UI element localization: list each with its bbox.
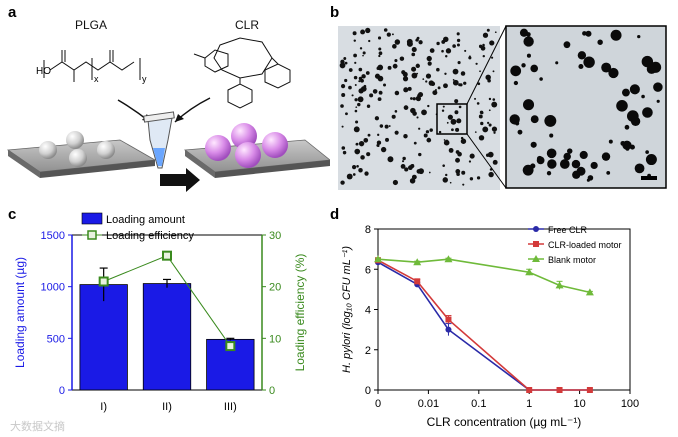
chart-d-point xyxy=(586,387,593,393)
chart-d-point xyxy=(526,387,533,393)
chart-c-ytick-left-label: 1000 xyxy=(41,282,65,294)
watermark: 大数据文摘 xyxy=(10,421,65,433)
chart-d-point xyxy=(445,316,452,323)
chart-c-ytick-right-label: 30 xyxy=(269,230,281,242)
zoom-box xyxy=(436,103,468,135)
chart-d-ylabel: H. pylori (log₁₀ CFU mL⁻¹) xyxy=(341,246,353,373)
chart-c-ylabel-right: Loading efficiency (%) xyxy=(293,254,307,372)
chart-d: 0 2 4 6 8 0 0.01 0.1 1 10 100 Free CLR CLR-loaded mo… xyxy=(341,224,639,429)
chart-d-ytick-label: 2 xyxy=(365,345,371,357)
scale-bar xyxy=(641,176,657,180)
chart-d-point xyxy=(374,255,382,263)
chart-d-xlabel: CLR concentration (µg mL⁻¹) xyxy=(427,415,582,429)
chart-c-bar xyxy=(79,284,128,391)
plga-structure xyxy=(43,50,141,82)
plga-label: PLGA xyxy=(75,18,108,32)
chart-d-legend-marker xyxy=(533,226,539,232)
panel-a-scheme: HO x y xyxy=(6,37,330,192)
arrow-right-icon xyxy=(160,168,200,192)
plga-ho-text: HO xyxy=(36,66,51,77)
chart-c-efficiency-point xyxy=(98,276,109,287)
chart-d-ytick-label: 6 xyxy=(365,264,371,276)
chart-d-legend-label: CLR-loaded motor xyxy=(548,240,622,250)
chart-c-ytick-right-label: 0 xyxy=(269,385,275,397)
chart-d-xtick-label: 0 xyxy=(375,398,381,410)
chart-c-bar xyxy=(142,283,192,391)
plga-y-text: y xyxy=(142,74,147,84)
chart-c-ytick-right-label: 20 xyxy=(269,282,281,294)
chart-d-xtick-label: 1 xyxy=(526,398,532,410)
chart-d-legend-marker xyxy=(532,255,540,262)
tube-icon xyxy=(143,111,175,169)
chart-c-ytick-right-label: 10 xyxy=(269,333,281,345)
chart-c: 0 500 1000 1500 0 10 20 30 I) II) III) Loading amou… xyxy=(13,212,307,413)
panel-d-letter: d xyxy=(330,206,340,223)
chart-c-legend-label: Loading efficiency xyxy=(106,230,194,242)
chart-d-legend-label: Blank motor xyxy=(548,255,596,265)
plate-left xyxy=(6,131,157,178)
chart-d-xtick-label: 100 xyxy=(621,398,639,410)
chart-d-point xyxy=(444,255,453,263)
chart-c-efficiency-point xyxy=(162,250,172,261)
chart-d-ytick-label: 0 xyxy=(365,385,371,397)
chart-d-ytick-label: 4 xyxy=(365,305,371,317)
chart-d-point xyxy=(445,326,452,333)
chart-c-xtick-label: III) xyxy=(224,401,237,413)
chart-d-point xyxy=(414,278,421,285)
panel-c-letter: c xyxy=(8,206,17,223)
chart-d-xtick-label: 0.1 xyxy=(471,398,486,410)
chart-d-ytick-label: 8 xyxy=(365,224,371,236)
chart-c-legend-swatch xyxy=(81,212,103,225)
chart-d-point xyxy=(556,387,563,393)
chart-d-legend-marker xyxy=(533,241,539,247)
chart-d-point xyxy=(413,258,422,266)
chart-c-ytick-left-label: 500 xyxy=(47,333,65,345)
chart-c-ytick-left-label: 0 xyxy=(59,385,65,397)
clr-structure xyxy=(193,37,291,109)
chart-d-point xyxy=(555,281,564,289)
chart-c-xtick-label: I) xyxy=(100,401,107,413)
chart-c-legend-marker xyxy=(87,230,97,240)
clr-label: CLR xyxy=(235,18,260,32)
chart-d-legend-label: Free CLR xyxy=(548,225,588,235)
chart-c-ylabel-left: Loading amount (µg) xyxy=(13,257,27,368)
chart-c-xtick-label: II) xyxy=(162,401,172,413)
chart-d-point xyxy=(525,268,534,276)
chart-d-point xyxy=(585,288,594,296)
plate-right xyxy=(183,123,330,178)
panel-a-letter: a xyxy=(8,4,17,21)
chart-d-frame xyxy=(377,228,631,391)
chart-c-ytick-left-label: 1500 xyxy=(41,230,65,242)
chart-d-xtick-label: 0.01 xyxy=(418,398,439,410)
panel-b-letter: b xyxy=(330,4,340,21)
plga-x-text: x xyxy=(94,74,99,84)
micrograph xyxy=(338,25,667,190)
chart-d-series-line xyxy=(377,259,590,391)
chart-d-series-line xyxy=(377,258,591,294)
chart-c-legend-label: Loading amount xyxy=(106,214,185,226)
chart-d-xtick-label: 10 xyxy=(573,398,585,410)
chart-c-efficiency-point xyxy=(225,341,236,352)
